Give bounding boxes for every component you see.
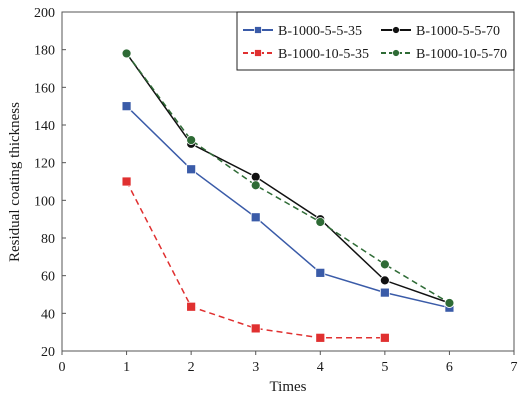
data-point	[121, 48, 132, 59]
y-tick-label: 120	[34, 157, 55, 172]
legend-label: B-1000-10-5-70	[416, 47, 507, 62]
legend-entry: B-1000-10-5-70	[381, 47, 507, 62]
legend-label: B-1000-5-5-35	[278, 24, 362, 39]
data-point	[250, 323, 261, 334]
legend-label: B-1000-5-5-70	[416, 24, 500, 39]
data-point	[186, 301, 197, 312]
series-1	[121, 101, 455, 313]
data-point	[250, 212, 261, 223]
legend-marker	[392, 49, 400, 57]
x-tick-label: 3	[252, 360, 259, 375]
y-tick-label: 40	[41, 307, 55, 322]
y-tick-label: 60	[41, 270, 55, 285]
legend-marker	[254, 26, 262, 34]
x-tick-label: 7	[511, 360, 518, 375]
series-line	[126, 105, 450, 309]
x-tick-label: 0	[59, 360, 66, 375]
data-point	[444, 298, 455, 308]
y-axis-title: Residual coating thickness	[7, 102, 23, 262]
data-point	[379, 259, 390, 270]
data-point	[121, 176, 132, 187]
legend-entry: B-1000-5-5-70	[381, 24, 500, 39]
series-3	[121, 176, 390, 343]
x-tick-label: 5	[381, 360, 388, 375]
series-line	[125, 52, 450, 304]
y-axis-ticks: 20 40 60 80 100 120 140 160 180 200	[34, 6, 66, 360]
legend-box	[236, 11, 515, 71]
legend-marker	[254, 49, 262, 57]
data-point	[250, 180, 261, 191]
x-tick-label: 1	[123, 360, 130, 375]
x-tick-label: 6	[446, 360, 453, 375]
y-tick-label: 180	[34, 44, 55, 59]
data-point	[379, 287, 390, 298]
data-point	[315, 217, 326, 227]
legend: B-1000-5-5-35 B-1000-5-5-70 B-1000-10-5-35…	[236, 11, 515, 71]
y-tick-label: 100	[34, 194, 55, 209]
y-tick-label: 140	[34, 119, 55, 134]
x-axis-ticks: 0 1 2 3 4 5 6 7	[59, 351, 518, 375]
series-4	[121, 48, 455, 308]
x-axis-title: Times	[270, 379, 307, 395]
x-tick-label: 2	[188, 360, 195, 375]
data-point	[186, 135, 197, 145]
legend-items: B-1000-5-5-35 B-1000-5-5-70 B-1000-10-5-35…	[243, 24, 507, 62]
series-layer	[121, 48, 455, 343]
legend-marker	[392, 26, 400, 34]
data-point	[186, 164, 197, 175]
data-point	[379, 275, 390, 286]
y-tick-label: 160	[34, 81, 55, 96]
series-line	[125, 181, 385, 339]
legend-label: B-1000-10-5-35	[278, 47, 369, 62]
data-point	[379, 332, 390, 343]
y-tick-label: 80	[41, 232, 55, 247]
data-point	[315, 332, 326, 343]
y-tick-label: 200	[34, 6, 55, 21]
data-point	[315, 267, 326, 278]
legend-entry: B-1000-5-5-35	[243, 24, 362, 39]
x-tick-label: 4	[317, 360, 324, 375]
y-tick-label: 20	[41, 345, 55, 360]
series-line	[125, 52, 450, 304]
data-point	[250, 171, 261, 182]
legend-entry: B-1000-10-5-35	[243, 47, 369, 62]
data-point	[121, 101, 132, 112]
